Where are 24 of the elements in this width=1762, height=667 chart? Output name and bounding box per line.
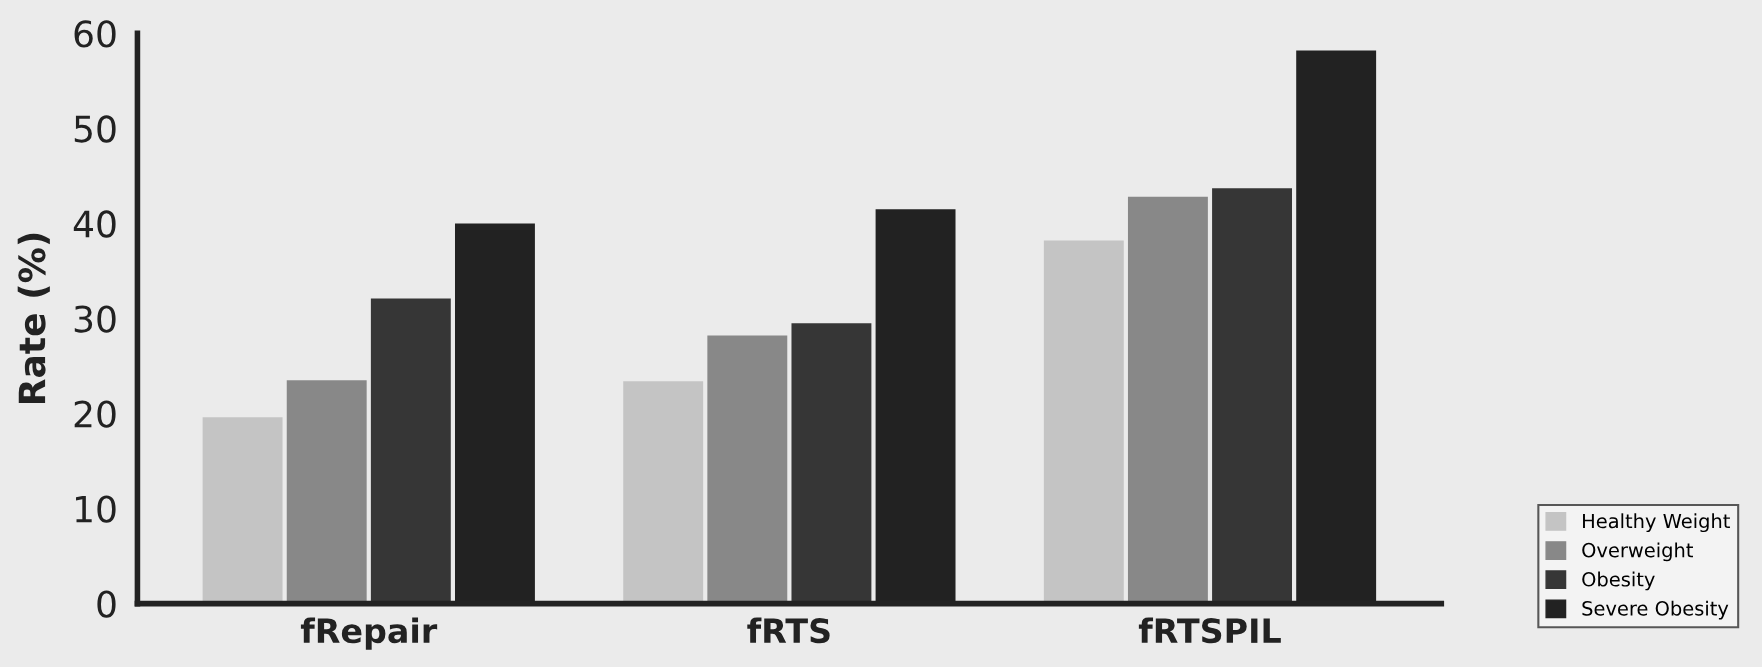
bar: [623, 381, 704, 604]
y-tick-label: 20: [74, 400, 116, 428]
legend-label: Healthy Weight: [1583, 513, 1730, 533]
bar: [370, 298, 451, 604]
bar: [1043, 240, 1124, 604]
bar: [1127, 196, 1208, 604]
x-tick-label: fRepair: [300, 617, 438, 650]
y-tick-label: 0: [97, 590, 116, 618]
legend-label: Overweight: [1582, 542, 1693, 562]
y-tick-label: 30: [74, 305, 116, 333]
bar: [202, 417, 283, 604]
y-tick-label: 50: [74, 115, 116, 143]
y-tick-label: 40: [73, 210, 116, 238]
x-tick-label: fRTSPIL: [1138, 617, 1281, 644]
bar: [707, 335, 788, 604]
legend-label: Obesity: [1582, 571, 1655, 591]
y-tick-label: 60: [74, 20, 116, 48]
bar: [791, 323, 872, 604]
x-tick-label: fRTS: [747, 617, 830, 644]
legend-label: Severe Obesity: [1582, 600, 1729, 620]
y-axis-title: Rate (%): [17, 233, 50, 404]
bar: [1212, 188, 1292, 604]
y-tick-label: 10: [76, 495, 116, 523]
bar: [286, 380, 367, 604]
